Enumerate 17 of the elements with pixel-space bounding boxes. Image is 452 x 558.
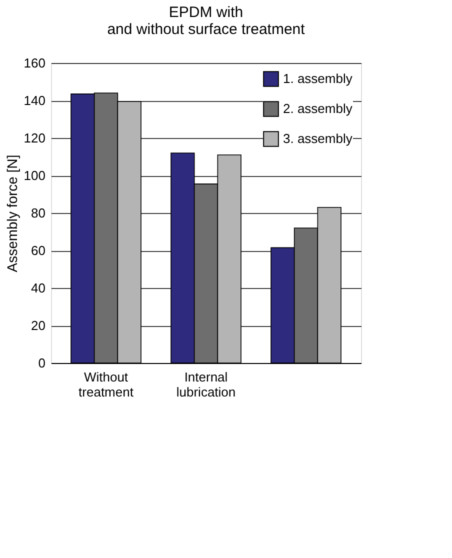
y-tick-label: 40 — [31, 280, 46, 296]
text: EPDM with — [168, 4, 244, 21]
y-tick-label: 100 — [24, 168, 46, 183]
legend-label: 1. assembly — [283, 71, 353, 86]
y-tick-label: 120 — [24, 130, 46, 146]
legend-label: 3. assembly — [283, 131, 353, 146]
text: and without surface treatment — [107, 21, 305, 38]
legend-label: 2. assembly — [283, 101, 353, 116]
y-tick-label: 140 — [24, 93, 46, 108]
x-tick-label: Internal lubrication — [176, 370, 236, 400]
y-tick-label: 20 — [31, 318, 46, 333]
y-tick-label: 0 — [38, 356, 46, 370]
y-axis-title: Assembly force [N] — [4, 154, 20, 272]
x-tick-label: Without treatment — [78, 370, 134, 400]
y-tick-label: 160 — [24, 56, 46, 70]
y-tick-label: 60 — [31, 243, 46, 258]
y-tick-label: 80 — [31, 206, 46, 220]
